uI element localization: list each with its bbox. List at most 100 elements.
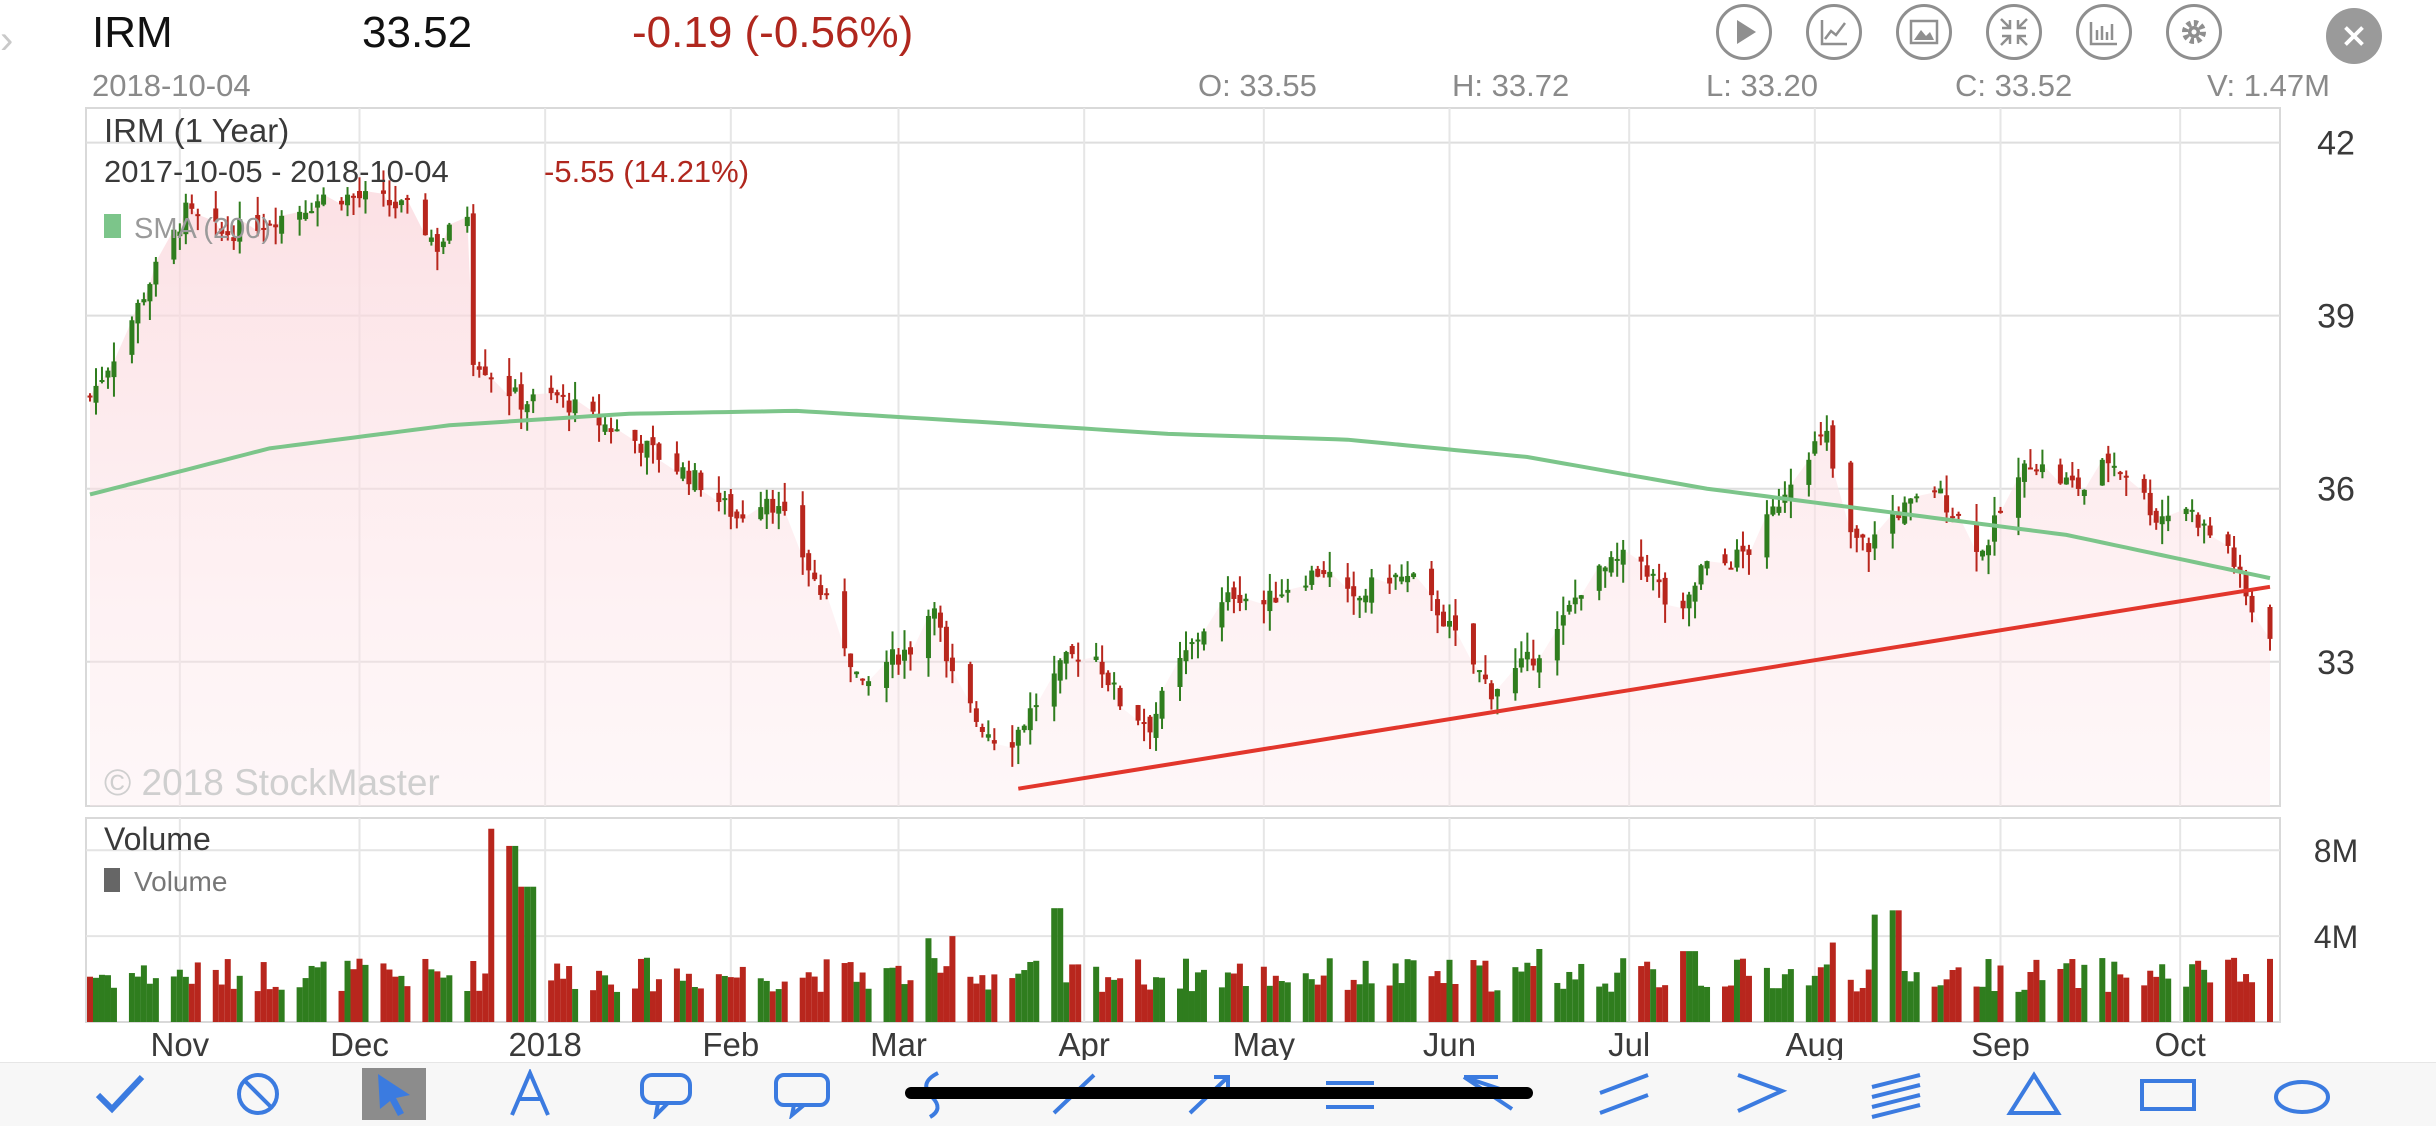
- candle-up: [1578, 595, 1584, 599]
- volume-bar: [1769, 988, 1776, 1022]
- candle-down: [476, 366, 482, 370]
- candle-down: [1974, 521, 1980, 552]
- pointer-tool[interactable]: [362, 1068, 426, 1120]
- volume-bar: [302, 978, 309, 1022]
- volume-bar: [1302, 973, 1309, 1022]
- candle-up: [1704, 561, 1710, 569]
- indicator-button[interactable]: [2076, 4, 2132, 60]
- candle-up: [854, 671, 860, 675]
- candle-up: [2159, 516, 2165, 525]
- candle-up: [2099, 459, 2105, 486]
- candle-down: [2249, 595, 2255, 613]
- text-tool[interactable]: [498, 1068, 562, 1120]
- volume-bar: [1153, 977, 1160, 1022]
- candle-down: [1351, 586, 1357, 597]
- candle-down: [860, 678, 866, 681]
- volume-bar: [817, 991, 824, 1022]
- volume-bar: [1362, 960, 1369, 1022]
- candle-up: [1243, 598, 1249, 602]
- candle-up: [1189, 642, 1195, 645]
- candle-up: [1363, 595, 1369, 603]
- volume-bar: [1117, 978, 1124, 1022]
- volume-bar: [1440, 983, 1447, 1022]
- candle-up: [237, 219, 243, 242]
- candle-down: [896, 654, 902, 665]
- volume-bar: [1188, 991, 1195, 1022]
- candle-up: [1806, 459, 1812, 485]
- volume-bar: [901, 984, 908, 1022]
- volume-bar: [1931, 986, 1938, 1022]
- candle-down: [632, 429, 638, 441]
- back-chevron-icon[interactable]: ›: [0, 18, 14, 62]
- candle-up: [572, 399, 578, 414]
- volume-bar: [554, 963, 561, 1022]
- candle-up: [884, 661, 890, 688]
- volume-bar: [236, 975, 243, 1022]
- volume-bar: [1314, 984, 1321, 1022]
- collapse-button[interactable]: [1986, 4, 2042, 60]
- clear-tool[interactable]: [226, 1068, 290, 1120]
- volume-bar: [320, 961, 327, 1022]
- volume-bar: [1817, 967, 1824, 1022]
- volume-bar: [637, 958, 644, 1022]
- volume-bar: [691, 986, 698, 1022]
- candle-down: [2237, 566, 2243, 573]
- volume-bar: [925, 938, 932, 1022]
- candle-down: [734, 511, 740, 519]
- volume-bar: [979, 975, 986, 1022]
- volume-bar: [1470, 960, 1477, 1022]
- candle-down: [686, 470, 692, 485]
- volume-bar: [1398, 983, 1405, 1022]
- volume-bar: [2195, 960, 2202, 1022]
- parallel-lines-tool[interactable]: [1592, 1068, 1656, 1120]
- candle-up: [1554, 628, 1560, 661]
- price-chart[interactable]: 42 39 36 33 8M 4M Nov Dec 2018 Feb Mar Apr May Jun J…: [0, 0, 2436, 1060]
- volume-bar: [572, 988, 579, 1022]
- angle-tool[interactable]: [1728, 1068, 1792, 1120]
- candle-down: [267, 223, 273, 226]
- volume-legend-label: Volume: [134, 866, 227, 897]
- fibonacci-tool[interactable]: [1864, 1068, 1928, 1120]
- triangle-tool[interactable]: [2002, 1068, 2066, 1120]
- home-indicator[interactable]: [905, 1087, 1533, 1099]
- ellipse-tool[interactable]: [2270, 1068, 2334, 1120]
- volume-bar: [1656, 987, 1663, 1022]
- candle-down: [273, 224, 279, 228]
- volume-bar: [1596, 986, 1603, 1022]
- settings-button[interactable]: [2166, 4, 2222, 60]
- volume-bar: [769, 991, 776, 1022]
- volume-bar: [98, 974, 105, 1022]
- candle-up: [1788, 484, 1794, 500]
- line-chart-button[interactable]: [1806, 4, 1862, 60]
- volume-bar: [679, 980, 686, 1022]
- volume-bar: [1745, 975, 1752, 1022]
- candle-up: [1111, 682, 1117, 685]
- volume-bar: [2027, 971, 2034, 1022]
- close-button[interactable]: [2326, 8, 2382, 64]
- volume-bar: [1865, 969, 1872, 1022]
- volume-bar: [1356, 984, 1363, 1022]
- volume-bar: [805, 972, 812, 1022]
- image-button[interactable]: [1896, 4, 1952, 60]
- candle-down: [1746, 549, 1752, 555]
- candle-down: [1860, 534, 1866, 538]
- volume-bar: [889, 967, 896, 1022]
- candle-up: [1369, 577, 1375, 603]
- candle-down: [1728, 567, 1734, 570]
- candle-up: [1159, 690, 1165, 719]
- number-label-tool[interactable]: [770, 1068, 834, 1120]
- volume-bar: [1326, 958, 1333, 1022]
- candle-down: [848, 653, 854, 668]
- volume-tick-label: 8M: [2314, 833, 2358, 869]
- candle-up: [2111, 465, 2117, 468]
- trendline[interactable]: [1017, 584, 2271, 791]
- volume-bar: [566, 966, 573, 1022]
- volume-bar: [2099, 958, 2106, 1022]
- candle-up: [1476, 670, 1482, 673]
- play-button[interactable]: [1716, 4, 1772, 60]
- candle-down: [195, 214, 201, 217]
- volume-bar: [482, 973, 489, 1022]
- rectangle-tool[interactable]: [2136, 1068, 2200, 1120]
- callout-tool[interactable]: [634, 1068, 698, 1120]
- confirm-tool[interactable]: [88, 1068, 152, 1120]
